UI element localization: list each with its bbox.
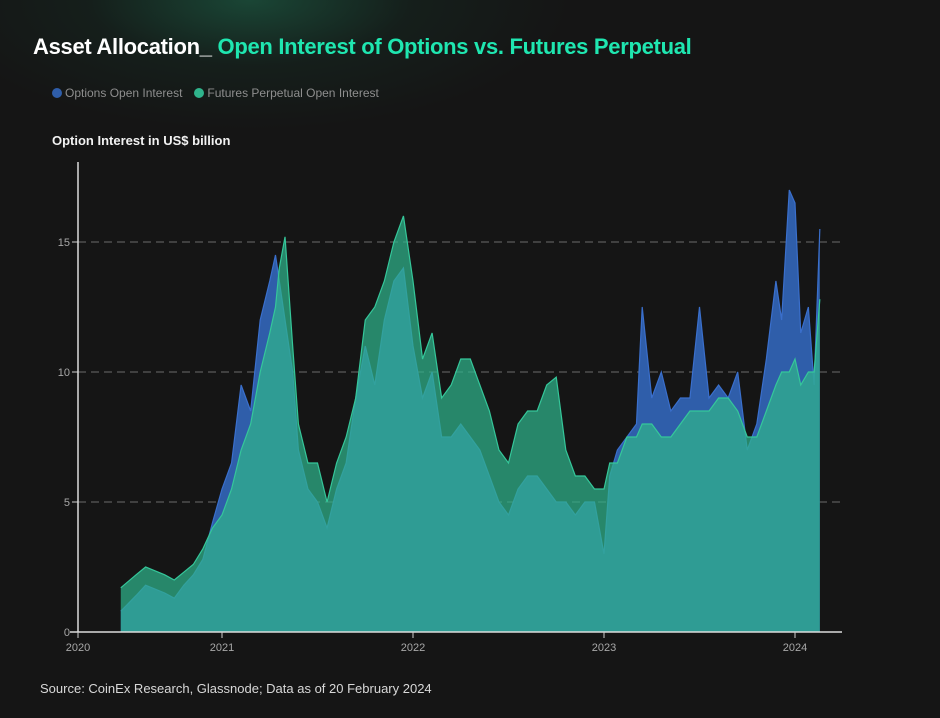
y-tick-label: 10 bbox=[58, 367, 70, 379]
chart-title: Asset Allocation_ Open Interest of Optio… bbox=[33, 34, 692, 60]
legend: Options Open Interest Futures Perpetual … bbox=[52, 86, 379, 100]
y-tick-label: 0 bbox=[64, 627, 70, 639]
x-tick-label: 2021 bbox=[210, 642, 234, 654]
y-axis-label: Option Interest in US$ billion bbox=[52, 133, 231, 148]
source-note: Source: CoinEx Research, Glassnode; Data… bbox=[40, 681, 432, 696]
title-main: Open Interest of Options vs. Futures Per… bbox=[217, 34, 692, 59]
legend-item-futures[interactable]: Futures Perpetual Open Interest bbox=[194, 86, 379, 100]
legend-item-options[interactable]: Options Open Interest bbox=[52, 86, 182, 100]
series-area-futures bbox=[120, 216, 820, 632]
y-tick-label: 15 bbox=[58, 237, 70, 249]
series-line-futures bbox=[120, 215, 821, 589]
y-tick-label: 5 bbox=[64, 497, 70, 509]
x-tick-label: 2022 bbox=[401, 642, 425, 654]
title-prefix: Asset Allocation_ bbox=[33, 34, 212, 59]
x-tick-label: 2024 bbox=[783, 642, 807, 654]
legend-dot-icon bbox=[194, 88, 205, 98]
legend-label: Options Open Interest bbox=[65, 86, 183, 100]
legend-dot-icon bbox=[52, 88, 62, 98]
x-tick-label: 2023 bbox=[592, 642, 616, 654]
legend-label: Futures Perpetual Open Interest bbox=[207, 86, 379, 100]
x-tick-label: 2020 bbox=[66, 642, 90, 654]
